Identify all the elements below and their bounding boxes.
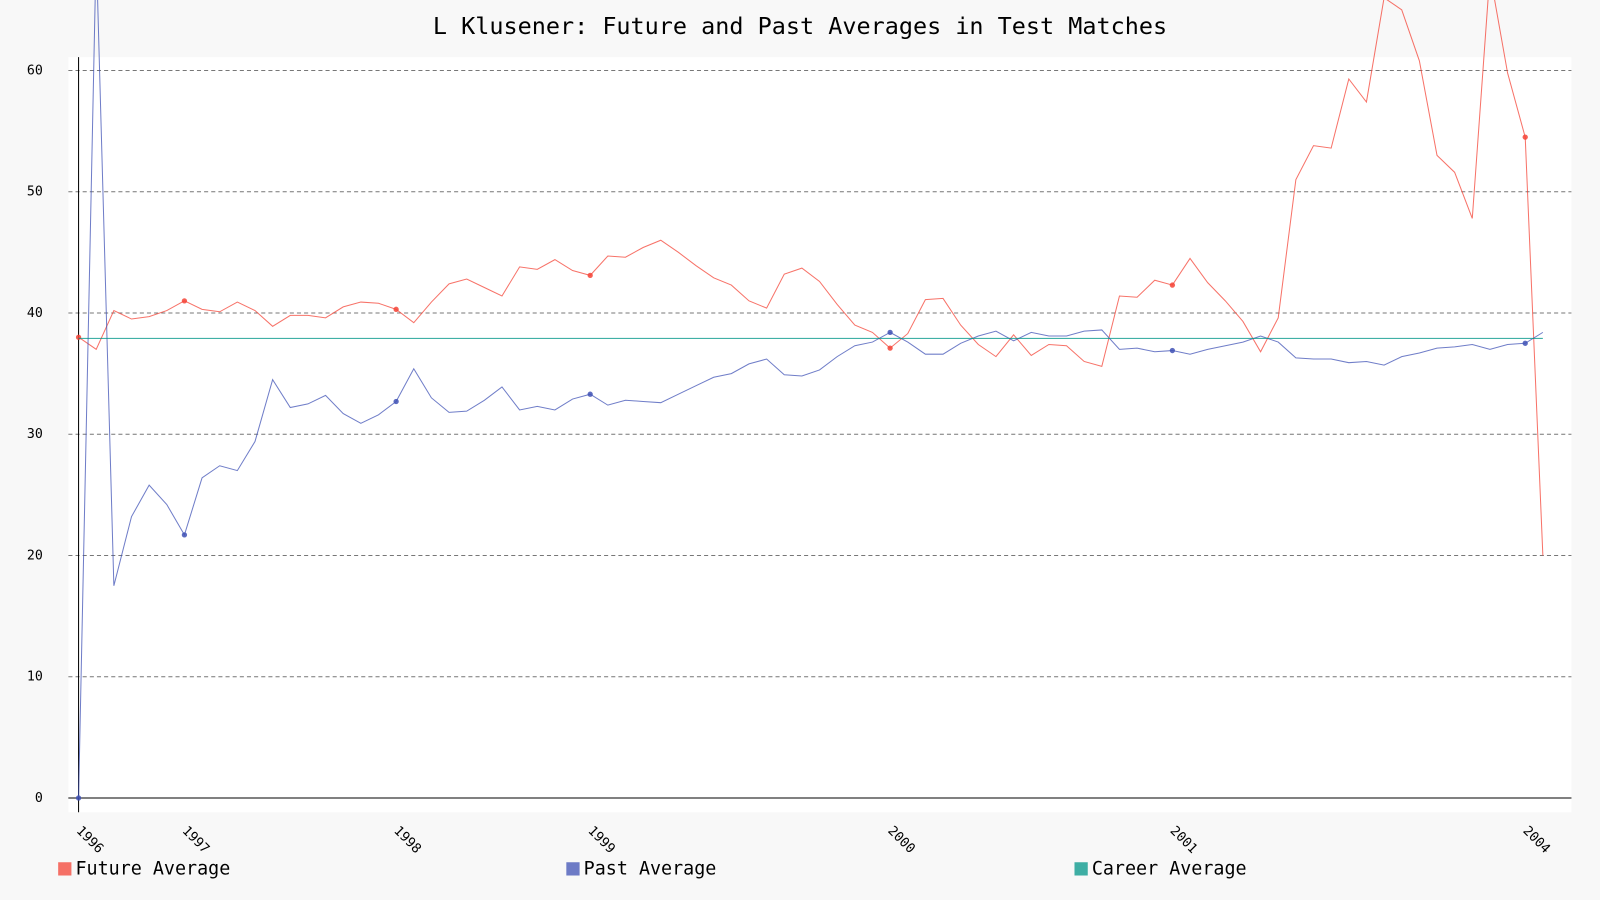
data-point [1169,347,1176,354]
x-tick-label: 1998 [390,824,423,857]
y-tick-label: 60 [27,63,43,78]
data-point [1169,282,1176,288]
legend-swatch [58,862,72,876]
x-tick-label: 2004 [1520,824,1553,857]
data-point [75,334,82,340]
y-tick-label: 50 [27,185,43,200]
y-tick-label: 10 [27,670,43,685]
legend-label: Future Average [76,858,231,879]
data-point [1522,340,1528,346]
y-tick-label: 0 [35,791,43,806]
x-tick-label: 1999 [585,824,618,857]
series-line [78,0,1544,556]
data-point [587,272,593,279]
legend-label: Career Average [1092,858,1247,879]
series-line [78,0,1544,798]
legend-swatch [1074,862,1088,876]
legend-swatch [566,862,580,876]
chart-title: L Klusener: Future and Past Averages in … [433,12,1167,40]
x-tick-label: 2000 [884,824,917,857]
data-point [887,329,893,336]
legend-label: Past Average [584,858,717,879]
data-point [181,298,188,304]
data-point [1522,134,1528,140]
data-point [587,391,593,397]
data-point [393,398,399,405]
x-tick-label: 2001 [1167,824,1200,857]
data-point [393,306,399,312]
x-tick-label: 1996 [73,824,106,857]
y-tick-label: 20 [27,548,43,563]
data-point [75,795,82,801]
y-tick-label: 30 [27,427,43,442]
data-point [181,532,188,538]
y-tick-label: 40 [27,306,43,321]
data-point [887,345,893,351]
x-tick-label: 1997 [179,824,212,857]
